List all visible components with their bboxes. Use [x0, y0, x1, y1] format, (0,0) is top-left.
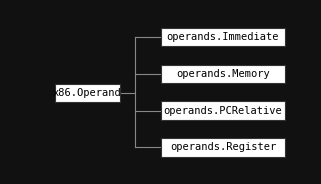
Text: operands.PCRelative: operands.PCRelative [164, 106, 282, 116]
FancyBboxPatch shape [55, 84, 120, 102]
FancyBboxPatch shape [161, 28, 285, 46]
Text: operands.Memory: operands.Memory [176, 69, 270, 79]
Text: operands.Register: operands.Register [170, 142, 276, 153]
Text: x86.Operand: x86.Operand [53, 88, 122, 98]
Text: operands.Immediate: operands.Immediate [167, 32, 279, 42]
FancyBboxPatch shape [161, 65, 285, 83]
FancyBboxPatch shape [161, 101, 285, 120]
FancyBboxPatch shape [161, 138, 285, 157]
